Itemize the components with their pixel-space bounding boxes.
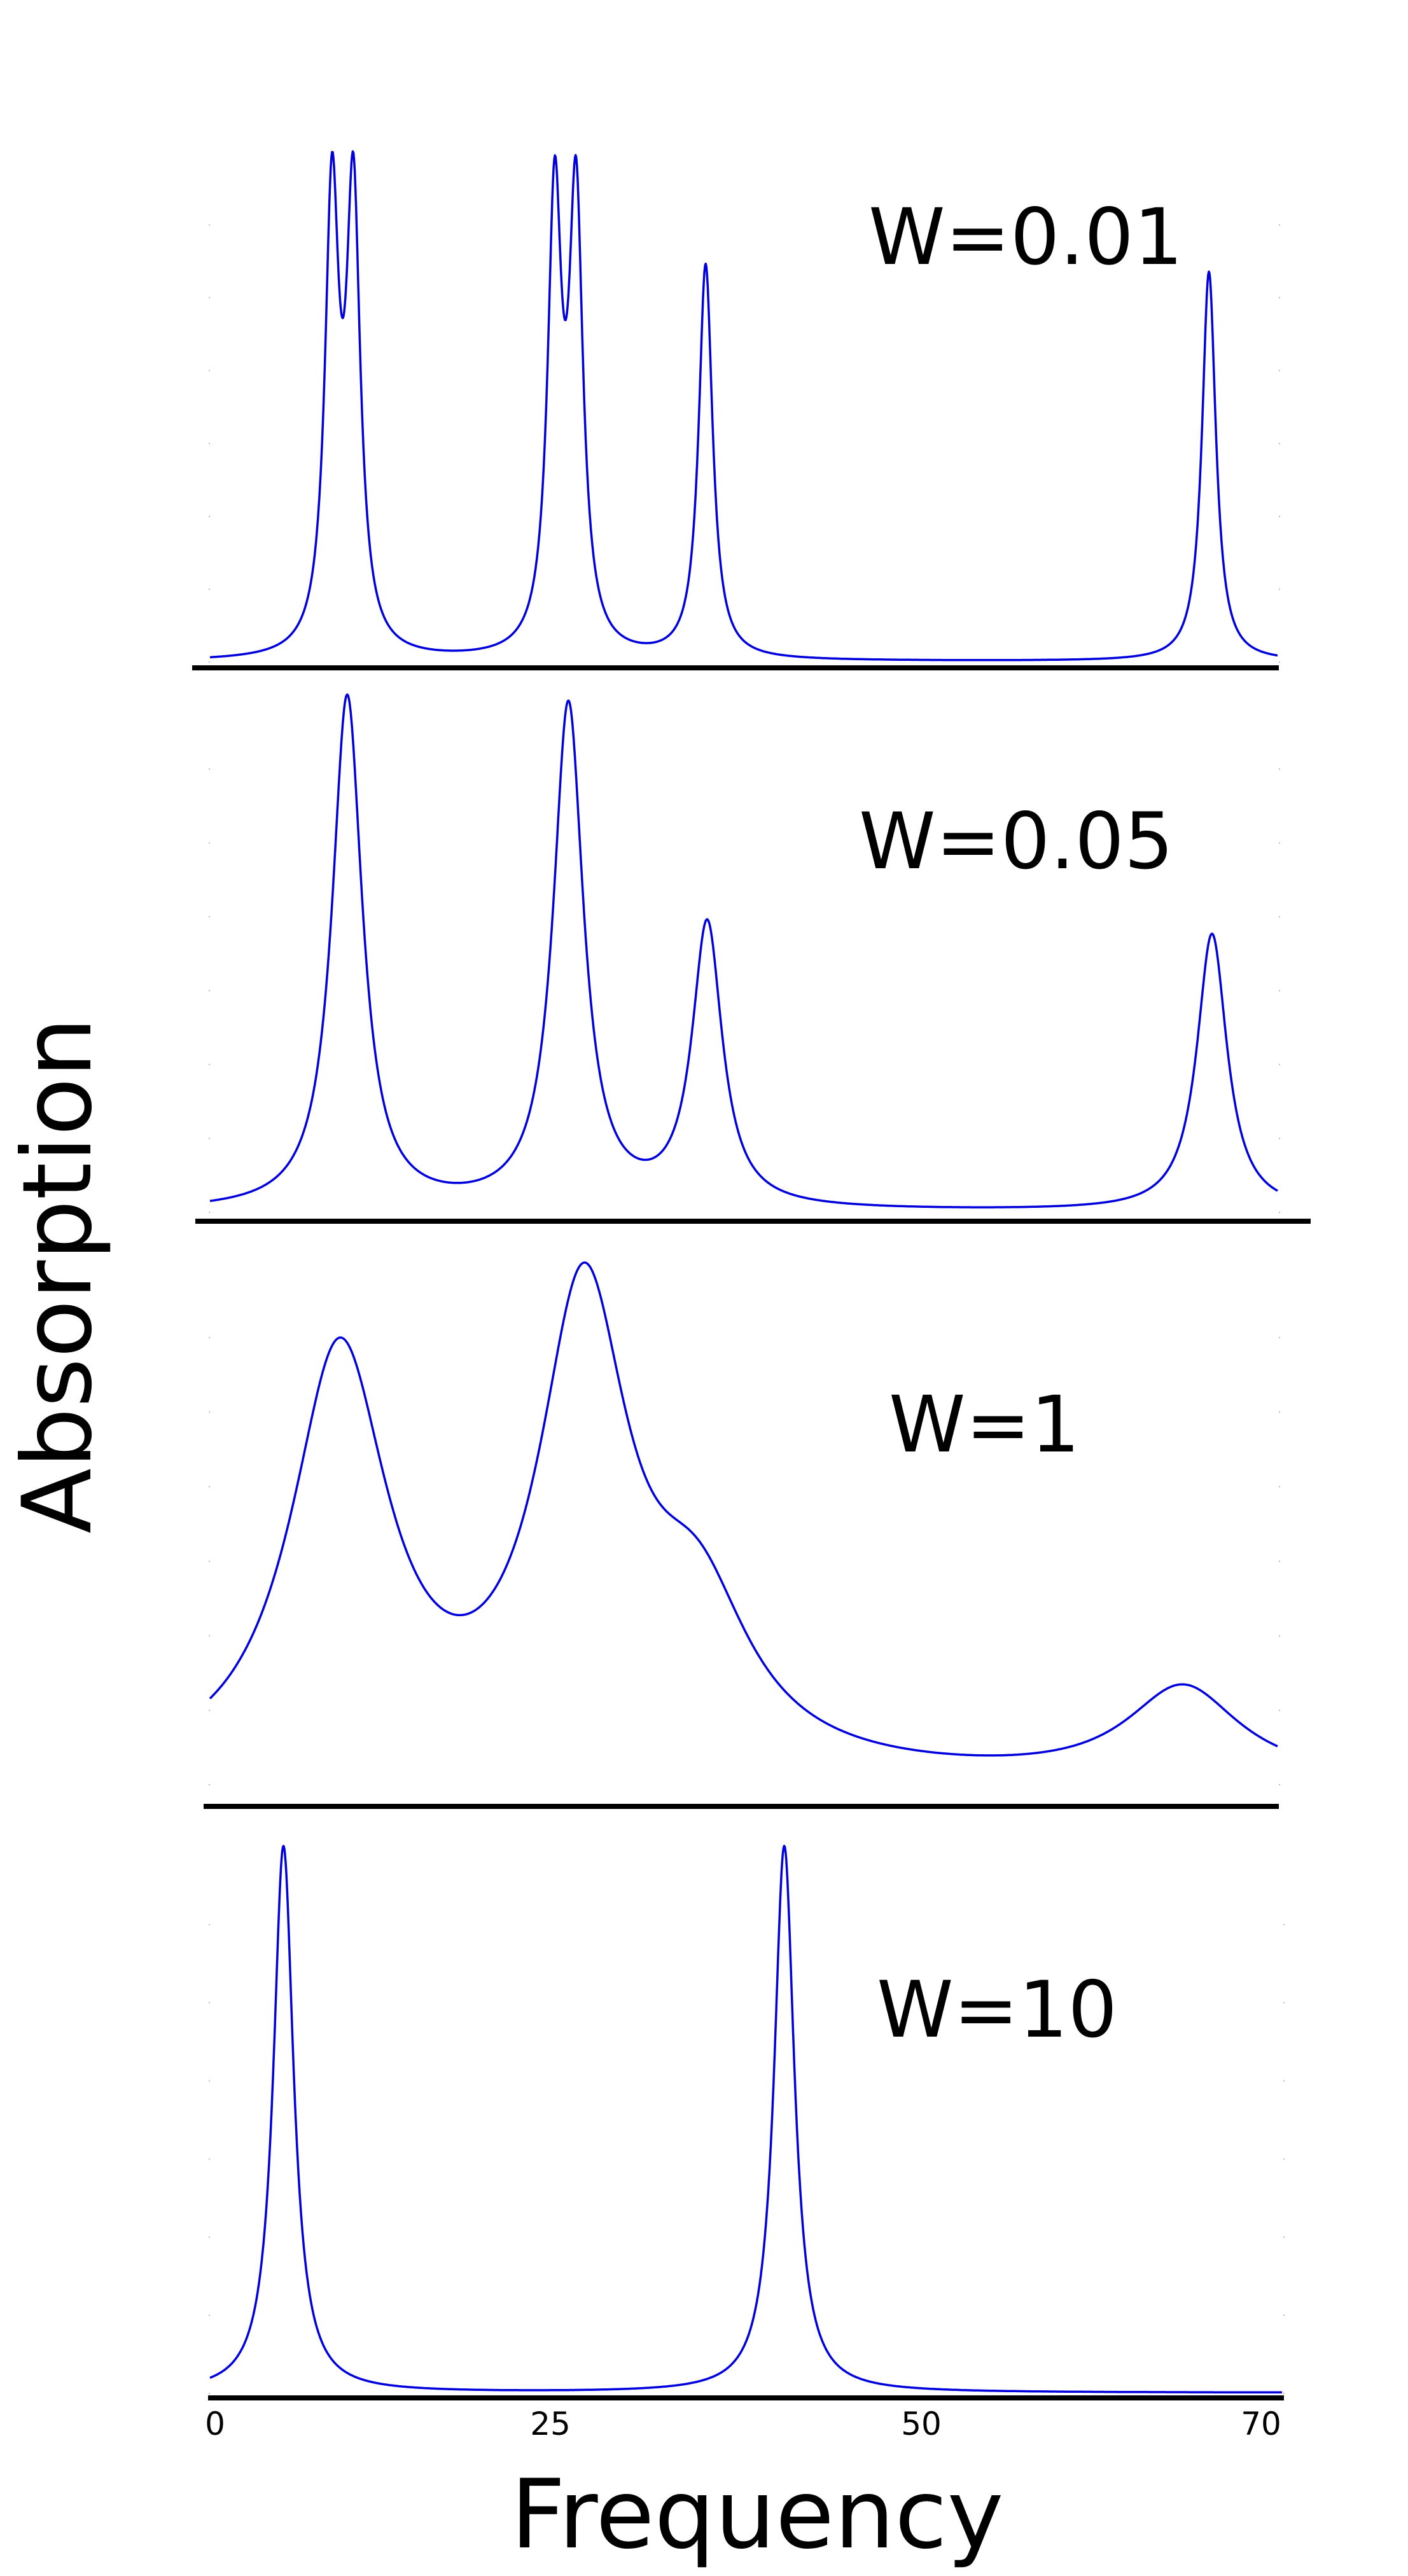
panel-label-w005: W=0.05 <box>859 796 1174 887</box>
minor-tick-right <box>1283 2002 1285 2004</box>
x-axis-title: Frequency <box>511 2460 1004 2570</box>
minor-tick-right <box>1283 2315 1285 2316</box>
panel-w001: W=0.01 <box>192 150 1280 670</box>
minor-tick-left <box>209 1212 210 1213</box>
minor-tick-left <box>209 1635 210 1637</box>
minor-tick-left <box>209 1560 210 1562</box>
minor-tick-left <box>209 2002 210 2004</box>
minor-tick-right <box>1279 1337 1280 1339</box>
minor-tick-left <box>209 916 210 918</box>
minor-tick-left <box>209 1709 210 1711</box>
minor-tick-right <box>1279 1635 1280 1637</box>
minor-tick-right <box>1279 370 1280 371</box>
minor-tick-right <box>1279 1063 1280 1065</box>
minor-tick-left <box>209 224 210 226</box>
minor-tick-left <box>209 370 210 371</box>
minor-tick-right <box>1279 588 1280 590</box>
absorption-curve-w10 <box>209 1845 1283 2394</box>
minor-tick-right <box>1279 661 1280 663</box>
minor-tick-right <box>1279 768 1280 770</box>
minor-tick-left <box>209 2315 210 2316</box>
panel-label-w001: W=0.01 <box>868 192 1183 282</box>
minor-tick-right <box>1279 990 1280 992</box>
minor-tick-left <box>209 661 210 663</box>
minor-tick-left <box>209 768 210 770</box>
y-axis-title: Absorption <box>3 1017 113 1534</box>
minor-tick-right <box>1283 2080 1285 2082</box>
panel-w005: W=0.05 <box>195 693 1311 1224</box>
minor-tick-left <box>209 515 210 517</box>
minor-tick-right <box>1283 1923 1285 1925</box>
minor-tick-left <box>209 443 210 445</box>
minor-tick-left <box>209 1063 210 1065</box>
x-tick-label-0: 0 <box>205 2406 225 2442</box>
minor-tick-right <box>1279 1411 1280 1413</box>
x-tick-labels: 0 25 50 70 <box>205 2406 1281 2442</box>
minor-tick-left <box>209 297 210 299</box>
minor-tick-left <box>209 2236 210 2238</box>
minor-tick-right <box>1279 916 1280 918</box>
minor-tick-left <box>209 1411 210 1413</box>
minor-tick-right <box>1279 1560 1280 1562</box>
minor-tick-right <box>1279 515 1280 517</box>
minor-tick-right <box>1279 842 1280 844</box>
minor-tick-left <box>209 1784 210 1785</box>
minor-tick-left <box>209 1337 210 1339</box>
minor-tick-right <box>1279 297 1280 299</box>
minor-tick-right <box>1279 1709 1280 1711</box>
minor-tick-right <box>1279 443 1280 445</box>
minor-tick-left <box>209 1137 210 1139</box>
minor-tick-right <box>1283 2393 1285 2394</box>
minor-tick-right <box>1283 2158 1285 2160</box>
minor-tick-left <box>209 1923 210 1925</box>
minor-tick-left <box>209 842 210 844</box>
minor-tick-right <box>1279 1486 1280 1488</box>
minor-tick-right <box>1279 1137 1280 1139</box>
x-tick-label-50: 50 <box>901 2406 942 2442</box>
minor-tick-left <box>209 2080 210 2082</box>
absorption-curve-w001 <box>209 150 1278 661</box>
minor-tick-right <box>1279 1784 1280 1785</box>
panel-w1: W=1 <box>204 1261 1280 1809</box>
panel-w10: W=10 <box>208 1845 1285 2400</box>
minor-tick-left <box>209 1486 210 1488</box>
x-tick-label-70: 70 <box>1241 2406 1281 2442</box>
minor-tick-right <box>1279 224 1280 226</box>
minor-tick-left <box>209 2158 210 2160</box>
absorption-curve-w1 <box>209 1261 1278 1757</box>
panel-label-w1: W=1 <box>889 1380 1080 1470</box>
minor-tick-left <box>209 588 210 590</box>
panel-label-w10: W=10 <box>877 1965 1117 2055</box>
minor-tick-right <box>1279 1212 1280 1213</box>
absorption-curve-w005 <box>209 693 1278 1208</box>
x-tick-label-25: 25 <box>530 2406 571 2442</box>
minor-tick-right <box>1283 2236 1285 2238</box>
minor-tick-left <box>209 2393 210 2394</box>
minor-tick-left <box>209 990 210 992</box>
